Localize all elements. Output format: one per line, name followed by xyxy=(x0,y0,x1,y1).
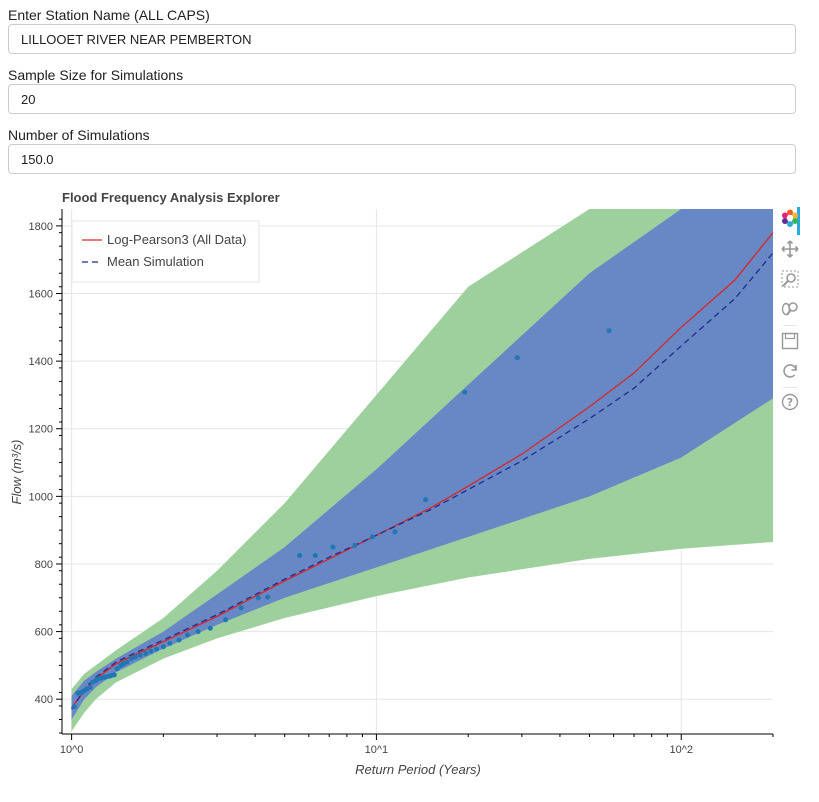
observed-point xyxy=(167,640,173,646)
observed-point xyxy=(195,629,201,635)
y-tick-label: 400 xyxy=(35,694,53,706)
observed-point xyxy=(255,595,261,601)
observed-point xyxy=(176,637,182,643)
station-name-label: Enter Station Name (ALL CAPS) xyxy=(8,7,210,23)
observed-point xyxy=(71,704,77,710)
station-name-input[interactable] xyxy=(8,24,796,54)
observed-point xyxy=(132,654,138,660)
observed-point xyxy=(223,617,229,623)
observed-point xyxy=(297,553,303,559)
observed-point xyxy=(185,632,191,638)
sample-size-label: Sample Size for Simulations xyxy=(8,67,184,83)
observed-point xyxy=(606,328,612,334)
observed-point xyxy=(238,605,244,611)
y-tick-label: 1800 xyxy=(29,221,53,233)
observed-point xyxy=(124,659,130,665)
y-tick-label: 1600 xyxy=(29,289,53,301)
observed-point xyxy=(352,542,358,548)
observed-point xyxy=(148,648,154,654)
observed-point xyxy=(137,652,143,658)
wheel-zoom-icon[interactable] xyxy=(779,298,801,320)
y-tick-label: 1200 xyxy=(29,424,53,436)
observed-point xyxy=(75,690,81,696)
y-tick-label: 1400 xyxy=(29,356,53,368)
x-axis-label: Return Period (Years) xyxy=(355,762,481,777)
inner-confidence-band xyxy=(71,209,773,720)
pan-icon[interactable] xyxy=(779,238,801,260)
active-tool-indicator xyxy=(797,207,800,235)
legend-label-lp3: Log-Pearson3 (All Data) xyxy=(107,232,246,247)
save-icon[interactable] xyxy=(779,330,801,352)
reset-icon[interactable] xyxy=(779,360,801,382)
observed-point xyxy=(392,529,398,535)
x-tick-label: 10^1 xyxy=(365,744,389,756)
y-tick-label: 600 xyxy=(35,627,53,639)
observed-point xyxy=(423,497,429,503)
num-simulations-label: Number of Simulations xyxy=(8,127,150,143)
observed-point xyxy=(330,544,336,550)
observed-point xyxy=(514,355,520,361)
legend: Log-Pearson3 (All Data) Mean Simulation xyxy=(71,220,260,283)
axes: 400 600 800 1000 1200 1400 1600 1800 10^0 10^1 10^… xyxy=(29,209,774,756)
sample-size-input[interactable] xyxy=(8,84,796,114)
observed-point xyxy=(143,651,149,657)
legend-box xyxy=(71,220,260,283)
observed-point xyxy=(207,625,213,631)
observed-point xyxy=(265,594,271,600)
toolbar-separator xyxy=(783,387,797,388)
chart-title: Flood Frequency Analysis Explorer xyxy=(62,190,280,205)
x-tick-label: 10^0 xyxy=(60,744,84,756)
observed-points xyxy=(71,328,612,710)
observed-point xyxy=(154,646,160,652)
observed-point xyxy=(114,666,120,672)
box-zoom-icon[interactable] xyxy=(779,268,801,290)
x-tick-label: 10^2 xyxy=(669,744,693,756)
svg-text:?: ? xyxy=(787,396,793,409)
observed-point xyxy=(312,553,318,559)
y-tick-label: 800 xyxy=(35,559,53,571)
observed-point xyxy=(160,644,166,650)
help-icon[interactable]: ? xyxy=(779,391,801,413)
bokeh-logo-icon[interactable] xyxy=(779,207,801,229)
observed-point xyxy=(87,684,93,690)
observed-point xyxy=(128,656,134,662)
flood-frequency-chart: Flood Frequency Analysis Explorer 400 600… xyxy=(9,190,774,777)
y-axis-label: Flow (m³/s) xyxy=(9,440,24,505)
observed-point xyxy=(462,389,468,395)
mean-simulation-line xyxy=(71,252,773,710)
observed-point xyxy=(369,534,375,540)
legend-label-mean: Mean Simulation xyxy=(107,254,204,269)
toolbar-separator xyxy=(783,325,797,326)
y-tick-label: 1000 xyxy=(29,491,53,503)
num-simulations-input[interactable] xyxy=(8,144,796,174)
observed-point xyxy=(111,672,117,678)
